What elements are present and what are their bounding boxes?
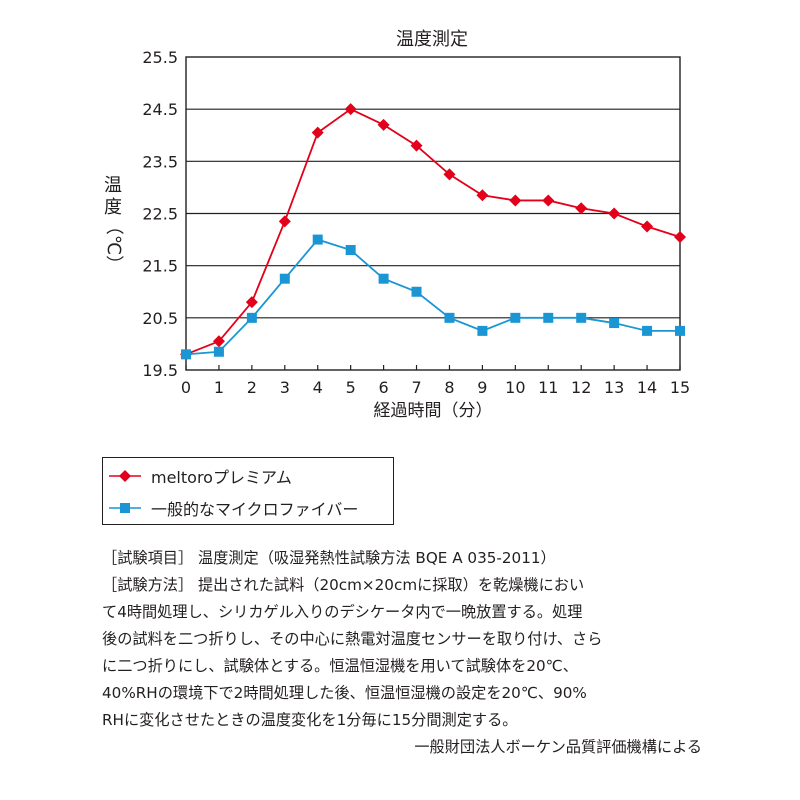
- data-point: [477, 325, 488, 336]
- x-tick-label: 15: [670, 378, 690, 397]
- legend-item-microfiber: 一般的なマイクロファイバー: [103, 493, 358, 523]
- data-point: [443, 168, 456, 181]
- data-point: [345, 245, 356, 256]
- data-point: [675, 325, 685, 336]
- y-tick-label: 21.5: [142, 257, 178, 276]
- data-point: [213, 346, 224, 357]
- note-line: RHに変化させたときの温度変化を1分毎に15分間測定する。: [102, 711, 518, 729]
- note-line: ［試験項目］ 温度測定（吸湿発熱性試験方法 BQE A 035-2011）: [102, 549, 556, 567]
- data-point: [279, 273, 290, 284]
- y-axis-label-text: 温度: [104, 175, 122, 218]
- legend-item-meltoro: meltoroプレミアム: [103, 461, 292, 491]
- data-point: [510, 312, 521, 323]
- data-point: [246, 312, 257, 323]
- source-credit: 一般財団法人ボーケン品質評価機構による: [414, 738, 702, 756]
- x-tick-label: 6: [379, 378, 389, 397]
- data-point: [278, 215, 291, 228]
- x-tick-label: 8: [444, 378, 454, 397]
- data-point: [344, 103, 357, 116]
- y-tick-label: 23.5: [142, 152, 178, 171]
- y-tick-label: 24.5: [142, 100, 178, 119]
- x-tick-label: 12: [571, 378, 591, 397]
- x-tick-label: 11: [538, 378, 558, 397]
- legend: meltoroプレミアム 一般的なマイクロファイバー: [102, 457, 394, 525]
- series-line: [185, 108, 681, 356]
- data-point: [674, 230, 686, 243]
- x-axis-ticks: 0 1 2 3 4 5 6 7 8 9 10 11 12 13 14 15: [181, 365, 690, 397]
- series-layer: [180, 103, 686, 361]
- data-point: [641, 220, 654, 233]
- data-point: [212, 335, 225, 348]
- x-tick-label: 9: [477, 378, 487, 397]
- x-tick-label: 4: [313, 378, 323, 397]
- legend-label-meltoro: meltoroプレミアム: [151, 468, 292, 487]
- note-line: 後の試料を二つ折りし、その中心に熱電対温度センサーを取り付け、さら: [102, 630, 603, 648]
- test-notes: ［試験項目］ 温度測定（吸湿発熱性試験方法 BQE A 035-2011） ［試…: [102, 545, 702, 761]
- plot-frame: [185, 56, 681, 371]
- y-tick-label: 22.5: [142, 205, 178, 224]
- x-tick-label: 1: [214, 378, 224, 397]
- y-tick-label: 20.5: [142, 309, 178, 328]
- data-point: [509, 194, 522, 207]
- y-axis-label: 温度（℃）: [103, 175, 124, 273]
- data-point: [378, 273, 389, 284]
- data-point: [543, 312, 554, 323]
- data-point: [609, 318, 620, 329]
- y-tick-label: 19.5: [142, 361, 178, 380]
- y-axis-label-unit: （℃）: [103, 217, 124, 273]
- chart-title: 温度測定: [396, 29, 468, 50]
- x-tick-label: 0: [181, 378, 191, 397]
- series-1: [181, 234, 685, 360]
- legend-label-microfiber: 一般的なマイクロファイバー: [151, 500, 359, 519]
- x-tick-label: 7: [411, 378, 421, 397]
- data-point: [576, 312, 587, 323]
- data-point: [608, 207, 621, 220]
- data-point: [575, 202, 588, 215]
- y-tick-label: 25.5: [142, 48, 178, 67]
- grid-lines: [186, 108, 680, 319]
- data-point: [411, 286, 422, 297]
- data-point: [245, 296, 258, 309]
- data-point: [444, 312, 455, 323]
- x-axis-label: 経過時間（分）: [374, 401, 493, 421]
- x-tick-label: 14: [637, 378, 657, 397]
- x-tick-label: 10: [505, 378, 525, 397]
- x-tick-label: 13: [604, 378, 624, 397]
- data-point: [642, 325, 653, 336]
- x-tick-label: 2: [247, 378, 257, 397]
- series-line: [185, 238, 680, 356]
- data-point: [312, 234, 323, 245]
- note-line: に二つ折りにし、試験体とする。恒温恒湿機を用いて試験体を20℃、: [102, 657, 578, 675]
- data-point: [377, 118, 390, 131]
- note-line: て4時間処理し、シリカゲル入りのデシケータ内で一晩放置する。処理: [102, 603, 583, 621]
- data-point: [311, 126, 324, 139]
- x-tick-label: 3: [280, 378, 290, 397]
- x-tick-label: 5: [346, 378, 356, 397]
- legend-marker-diamond-icon: [109, 470, 141, 482]
- data-point: [476, 189, 489, 202]
- legend-marker-square-icon: [109, 503, 141, 513]
- data-point: [181, 349, 191, 360]
- note-line: ［試験方法］ 提出された試料（20cm×20cmに採取）を乾燥機におい: [102, 576, 585, 594]
- note-line: 40%RHの環境下で2時間処理した後、恒温恒湿機の設定を20℃、90%: [102, 684, 587, 702]
- y-axis-ticks: 19.5 20.5 21.5 22.5 23.5 24.5 25.5: [142, 48, 178, 380]
- data-point: [410, 139, 423, 152]
- data-point: [542, 194, 555, 207]
